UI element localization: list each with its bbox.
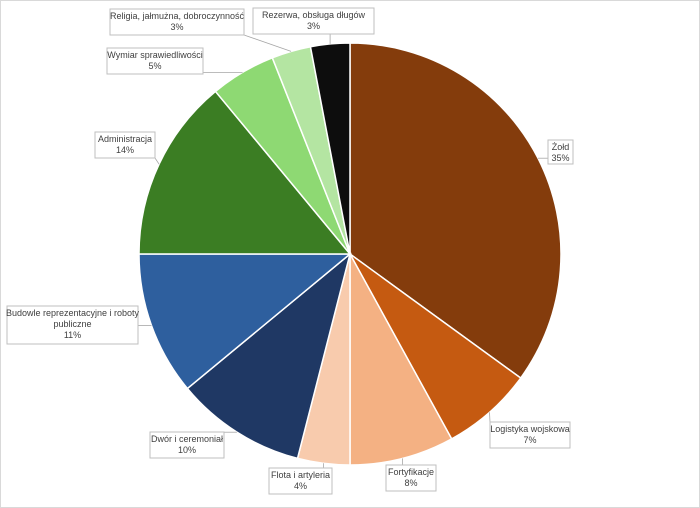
data-label-box — [252, 7, 375, 35]
data-label-box — [94, 131, 156, 159]
data-label-box — [6, 305, 139, 345]
pie-slices — [138, 42, 562, 466]
data-label-value: 7% — [523, 435, 536, 445]
data-label-category: Religia, jałmużna, dobroczynność — [110, 11, 245, 21]
data-label-box — [109, 8, 245, 36]
data-label-category: Flota i artyleria — [271, 470, 330, 480]
data-label-box — [489, 421, 571, 449]
data-label-box — [268, 467, 333, 495]
data-label-category: Budowle reprezentacyjne i roboty publiczn… — [6, 308, 140, 329]
pie-slice-zold — [349, 42, 562, 380]
pie-slice-rezerwa-obsluga-dlugow — [309, 42, 351, 255]
leader-line-logistyka-wojskowa — [489, 412, 491, 423]
data-label-category: Dwór i ceremoniał — [151, 434, 223, 444]
pie-slice-fortyfikacje — [349, 253, 453, 466]
data-label-value: 3% — [170, 22, 183, 32]
data-label-value: 14% — [116, 145, 134, 155]
data-label-category: Administracja — [98, 134, 152, 144]
data-label-value: 8% — [404, 478, 417, 488]
data-label-box — [106, 47, 204, 75]
pie-slice-dwor-i-ceremonial — [186, 251, 352, 460]
data-label-value: 10% — [178, 445, 196, 455]
leader-line-religia-jalmuzna-dobroczynnosc — [243, 34, 292, 52]
data-label-box — [385, 464, 437, 492]
data-label-box — [547, 139, 574, 165]
data-label-value: 5% — [148, 61, 161, 71]
data-label-category: Fortyfikacje — [388, 467, 434, 477]
data-label-category: Rezerwa, obsługa długów — [262, 10, 366, 20]
data-label-value: 35% — [551, 153, 569, 163]
label-leader-lines — [138, 34, 548, 468]
data-label-value: 4% — [294, 481, 307, 491]
leader-line-administracja — [154, 157, 160, 165]
data-label-category: Wymiar sprawiedliwości — [107, 50, 202, 60]
data-label-value: 3% — [307, 21, 320, 31]
data-label-value: 11% — [64, 330, 81, 340]
pie-slice-budowle-reprezentacyjne-i-roboty-publiczne — [138, 253, 353, 390]
data-label-category: Logistyka wojskowa — [490, 424, 570, 434]
data-label-category: Żołd — [552, 142, 570, 152]
data-label-budowle-reprezentacyjne-i-roboty-publiczne: Budowle reprezentacyjne i roboty publiczn… — [6, 305, 140, 345]
data-label-box — [149, 431, 225, 459]
